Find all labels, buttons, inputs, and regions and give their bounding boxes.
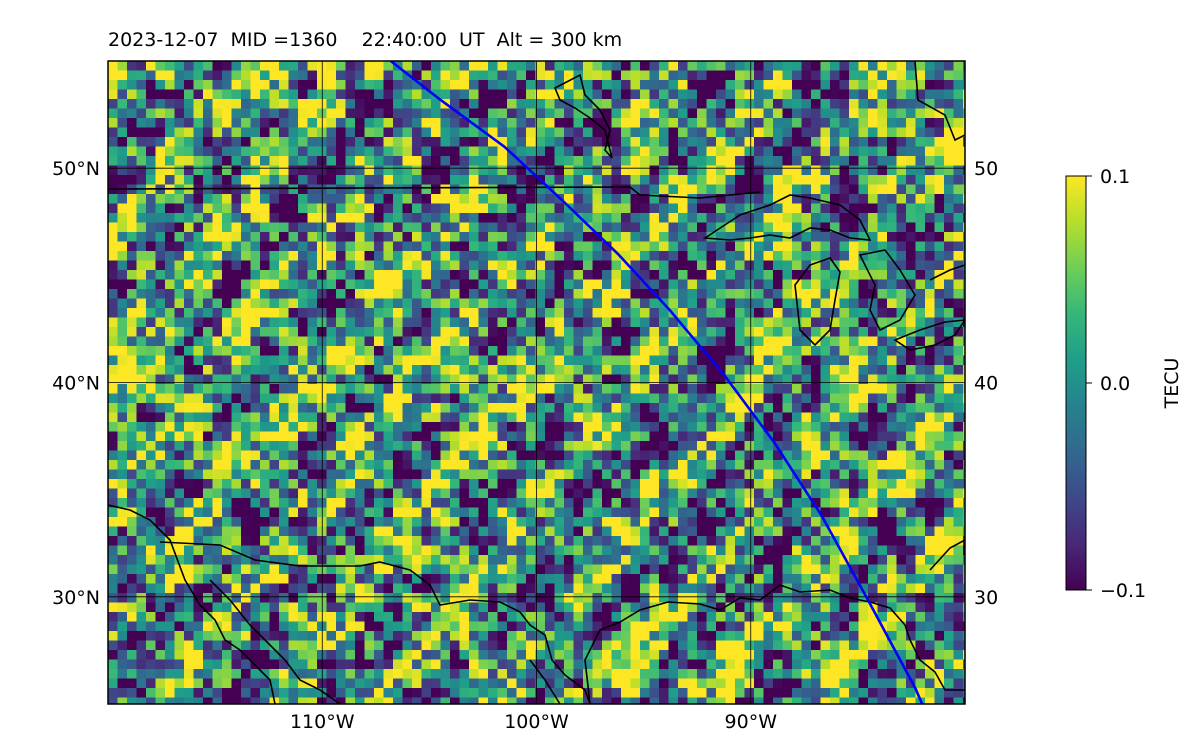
us-mexico-border (159, 541, 591, 704)
axis-ticks: 110°W 100°W 90°W 50°N 50°N 40°N 40°N 30°N 30°N (52, 158, 1000, 733)
us-canada-border (108, 186, 761, 199)
lon-tick-label: 90°W (725, 711, 778, 733)
lat-tick-label-left: 40°N (52, 373, 100, 395)
lake-huron (858, 249, 916, 332)
colorbar-ticks: 0.1 0.0 −0.1 (1086, 166, 1146, 602)
lat-tick-label-right: 50°N (974, 158, 1000, 180)
lake-erie (893, 319, 965, 351)
lat-tick-label-right: 40°N (974, 373, 1000, 395)
lat-tick-label-left: 50°N (52, 158, 100, 180)
lake-michigan (794, 257, 841, 347)
colorbar-label: TECU (1161, 358, 1183, 410)
eastern-canada-coast (914, 61, 965, 142)
baja-coast (209, 579, 341, 704)
graticule-lines (108, 61, 965, 704)
mexico-east-coast (529, 659, 561, 704)
gulf-coast (584, 584, 965, 704)
colorbar-tick-label: 0.1 (1100, 166, 1130, 188)
colorbar: 0.1 0.0 −0.1 TECU (1065, 166, 1183, 602)
map-frame (107, 60, 966, 705)
coastlines-and-borders (108, 61, 965, 704)
florida-coast (929, 539, 965, 571)
lat-tick-label-right: 30°N (974, 587, 1000, 609)
hudson-bay-coast (553, 73, 613, 159)
colorbar-tick-label: −0.1 (1100, 580, 1146, 602)
mexico-pacific-coast (108, 504, 276, 704)
lake-superior (702, 194, 872, 241)
tec-perturbation-field (108, 61, 965, 704)
figure-title: 2023-12-07 MID =1360 22:40:00 UT Alt = 3… (108, 29, 623, 51)
colorbar-gradient (1065, 175, 1087, 591)
map-panel: 110°W 100°W 90°W 50°N 50°N 40°N 40°N 30°N 30°N (52, 60, 1000, 733)
lake-ontario (929, 264, 965, 281)
lon-tick-label: 100°W (504, 711, 569, 733)
colorbar-tick-label: 0.0 (1100, 373, 1130, 395)
lat-tick-label-left: 30°N (52, 587, 100, 609)
satellite-track (389, 61, 924, 704)
lon-tick-label: 110°W (290, 711, 355, 733)
